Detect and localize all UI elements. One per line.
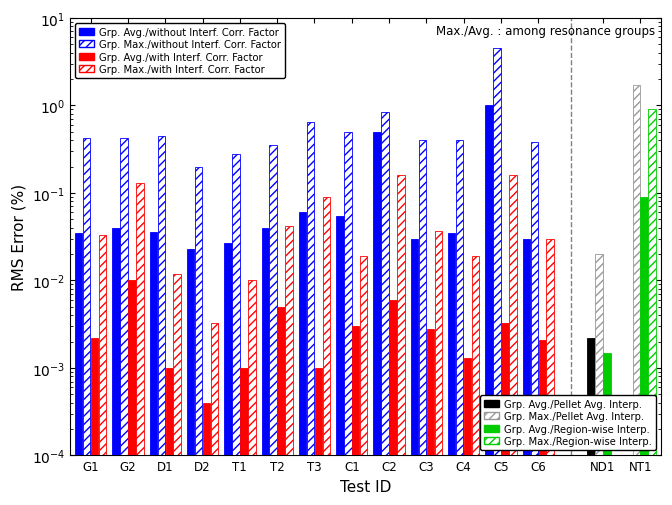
Bar	[448, 233, 456, 505]
Bar	[419, 141, 426, 505]
Bar	[632, 86, 640, 505]
Bar	[397, 176, 405, 505]
Y-axis label: RMS Error (%): RMS Error (%)	[11, 184, 26, 291]
Bar	[501, 323, 509, 505]
Bar	[128, 281, 136, 505]
Bar	[546, 239, 554, 505]
Bar	[374, 132, 381, 505]
Bar	[269, 146, 277, 505]
Bar	[232, 155, 240, 505]
Bar	[587, 338, 595, 505]
Bar	[157, 136, 165, 505]
Bar	[211, 323, 218, 505]
Bar	[187, 249, 194, 505]
Bar	[464, 358, 471, 505]
Bar	[240, 368, 247, 505]
Bar	[286, 226, 293, 505]
Bar	[91, 338, 98, 505]
Bar	[112, 228, 120, 505]
Bar	[523, 239, 530, 505]
Bar	[136, 184, 144, 505]
Bar	[603, 353, 611, 505]
Bar	[299, 213, 306, 505]
Bar	[83, 139, 91, 505]
Bar	[306, 123, 314, 505]
Bar	[99, 236, 106, 505]
Bar	[531, 143, 538, 505]
Bar	[382, 113, 389, 505]
Bar	[352, 327, 360, 505]
X-axis label: Test ID: Test ID	[340, 479, 391, 494]
Bar	[248, 281, 255, 505]
Bar	[427, 329, 434, 505]
Legend: Grp. Avg./Pellet Avg. Interp., Grp. Max./Pellet Avg. Interp., Grp. Avg./Region-w: Grp. Avg./Pellet Avg. Interp., Grp. Max.…	[480, 395, 656, 450]
Bar	[203, 403, 210, 505]
Bar	[344, 132, 351, 505]
Bar	[120, 139, 128, 505]
Bar	[336, 216, 343, 505]
Bar	[150, 232, 157, 505]
Bar	[278, 307, 285, 505]
Bar	[389, 300, 396, 505]
Bar	[435, 231, 442, 505]
Bar	[493, 49, 501, 505]
Bar	[538, 340, 546, 505]
Bar	[165, 368, 173, 505]
Bar	[261, 228, 269, 505]
Bar	[648, 110, 656, 505]
Bar	[360, 257, 368, 505]
Bar	[314, 368, 322, 505]
Bar	[195, 167, 202, 505]
Text: Max./Avg. : among resonance groups: Max./Avg. : among resonance groups	[436, 25, 655, 38]
Bar	[509, 176, 517, 505]
Bar	[472, 257, 479, 505]
Bar	[323, 197, 330, 505]
Bar	[456, 141, 464, 505]
Bar	[595, 255, 603, 505]
Bar	[640, 197, 648, 505]
Bar	[485, 106, 493, 505]
Bar	[224, 243, 232, 505]
Bar	[75, 233, 83, 505]
Bar	[411, 239, 418, 505]
Bar	[173, 274, 181, 505]
